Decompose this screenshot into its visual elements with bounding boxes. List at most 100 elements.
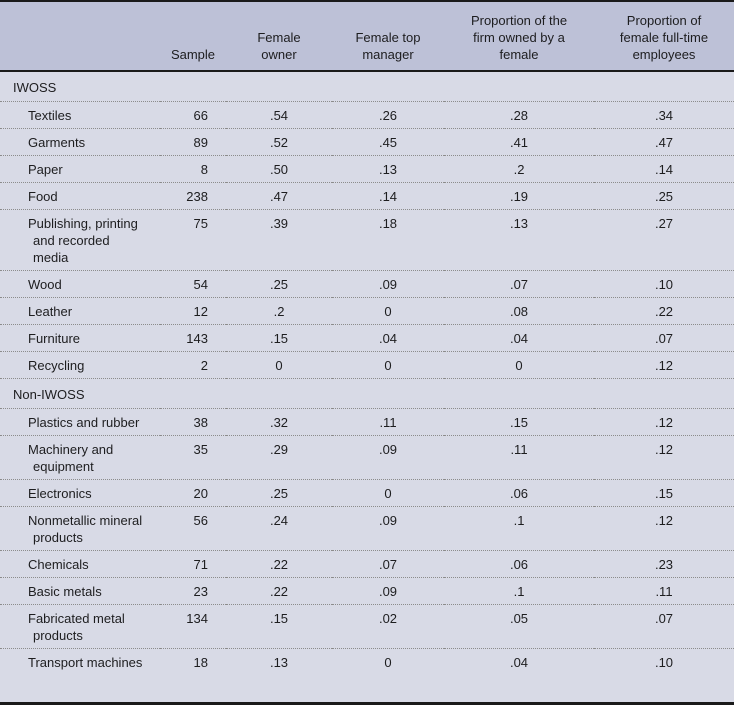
cell-garments-proportion-of-the-firm-owned-by-a-female: .41 [444, 128, 594, 156]
cell-electronics-proportion-of-female-full-time-employees: .15 [594, 479, 734, 507]
row-label: Fabricated metal products [28, 611, 125, 643]
row-label-cell: Fabricated metal products [0, 604, 160, 649]
table-row-wood: Wood 54.25.09.07.10 [0, 270, 734, 298]
cell-transport-machines-proportion-of-the-firm-owned-by-a-female: .04 [509, 655, 529, 670]
column-header-sample: Sample [160, 2, 226, 72]
cell-garments-female-owner: .52 [226, 128, 332, 156]
row-label-cell: Publishing, printing and recorded media [0, 209, 160, 271]
section-row-non-iwoss: Non-IWOSS [0, 378, 734, 409]
cell-paper-sample: 8 [160, 155, 226, 183]
cell-textiles-sample: 66 [160, 101, 226, 129]
female-participation-by-industry-table: Sample Female owner Female top manager Prop… [0, 2, 734, 675]
cell-transport-machines-sample: 18 [193, 655, 208, 670]
table-row-electronics: Electronics 20.25 0.06.15 [0, 479, 734, 507]
cell-furniture-female-owner: .15 [226, 324, 332, 352]
cell-electronics-sample: 20 [160, 479, 226, 507]
row-label: Paper [28, 162, 63, 177]
cell-food-sample: 238 [160, 182, 226, 210]
cell-publishing-printing-and-recorded-media-proportion-of-female-full-time-employees: .27 [594, 209, 734, 271]
row-label-cell: Transport machines [0, 649, 160, 676]
table-header-row: Sample Female owner Female top manager Prop… [0, 2, 734, 72]
cell-leather-sample: 12 [160, 297, 226, 325]
table-row-leather: Leather 12.2 0.08.22 [0, 297, 734, 325]
table-row-chemicals: Chemicals 71.22.07.06.23 [0, 550, 734, 578]
cell-plastics-and-rubber-female-top-manager: .11 [332, 408, 444, 436]
row-label: Chemicals [28, 557, 89, 572]
cell-basic-metals-female-top-manager: .09 [332, 577, 444, 605]
cell-fabricated-metal-products-sample: 134 [160, 604, 226, 649]
cell-publishing-printing-and-recorded-media-sample: 75 [160, 209, 226, 271]
cell-publishing-printing-and-recorded-media-female-owner: .39 [226, 209, 332, 271]
cell-furniture-proportion-of-the-firm-owned-by-a-female: .04 [444, 324, 594, 352]
column-header-text: Female owner [257, 30, 301, 62]
column-header-proportion-of-female-full-time-employees: Proportion of female full-time employees [594, 2, 734, 72]
cell-food-female-owner: .47 [226, 182, 332, 210]
row-label: Wood [28, 277, 62, 292]
cell-basic-metals-sample: 23 [160, 577, 226, 605]
row-label-cell: Garments [0, 128, 160, 156]
cell-publishing-printing-and-recorded-media-female-top-manager: .18 [332, 209, 444, 271]
cell-plastics-and-rubber-proportion-of-female-full-time-employees: .12 [594, 408, 734, 436]
row-label-cell: Nonmetallic mineral products [0, 506, 160, 551]
section-label: IWOSS [0, 71, 734, 102]
row-label: Food [28, 189, 58, 204]
cell-machinery-and-equipment-female-owner: .29 [226, 435, 332, 480]
cell-machinery-and-equipment-proportion-of-the-firm-owned-by-a-female: .11 [444, 435, 594, 480]
table-row-nonmetallic-mineral-products: Nonmetallic mineral products 56.24.09.1.1… [0, 506, 734, 551]
cell-recycling-female-owner: 0 [226, 351, 332, 379]
column-header-row-label [0, 2, 160, 72]
row-label-cell: Basic metals [0, 577, 160, 605]
cell-food-proportion-of-female-full-time-employees: .25 [594, 182, 734, 210]
row-label-cell: Chemicals [0, 550, 160, 578]
table-row-furniture: Furniture 143.15.04.04.07 [0, 324, 734, 352]
cell-wood-proportion-of-female-full-time-employees: .10 [594, 270, 734, 298]
cell-transport-machines-female-top-manager: 0 [384, 655, 392, 670]
cell-leather-proportion-of-the-firm-owned-by-a-female: .08 [444, 297, 594, 325]
table-header: Sample Female owner Female top manager Prop… [0, 2, 734, 72]
cell-garments-proportion-of-female-full-time-employees: .47 [594, 128, 734, 156]
cell-fabricated-metal-products-female-top-manager: .02 [332, 604, 444, 649]
cell-transport-machines-female-owner: .13 [269, 655, 289, 670]
cell-garments-sample: 89 [160, 128, 226, 156]
cell-nonmetallic-mineral-products-female-owner: .24 [226, 506, 332, 551]
cell-nonmetallic-mineral-products-female-top-manager: .09 [332, 506, 444, 551]
table-row-fabricated-metal-products: Fabricated metal products 134.15.02.05.07 [0, 604, 734, 649]
cell-fabricated-metal-products-proportion-of-the-firm-owned-by-a-female: .05 [444, 604, 594, 649]
column-header-female-top-manager: Female top manager [332, 2, 444, 72]
row-label: Electronics [28, 486, 92, 501]
cell-paper-female-top-manager: .13 [332, 155, 444, 183]
row-label-cell: Furniture [0, 324, 160, 352]
cell-paper-proportion-of-the-firm-owned-by-a-female: .2 [444, 155, 594, 183]
cell-leather-female-owner: .2 [226, 297, 332, 325]
cell-wood-female-owner: .25 [226, 270, 332, 298]
cell-furniture-proportion-of-female-full-time-employees: .07 [594, 324, 734, 352]
cell-fabricated-metal-products-female-owner: .15 [226, 604, 332, 649]
column-header-text: Proportion of female full-time employees [619, 13, 709, 62]
cell-food-female-top-manager: .14 [332, 182, 444, 210]
column-header-text: Female top manager [355, 30, 421, 62]
cell-wood-sample: 54 [160, 270, 226, 298]
table-row-recycling: Recycling 2 0 0 0.12 [0, 351, 734, 379]
column-header-female-owner: Female owner [226, 2, 332, 72]
cell-electronics-female-owner: .25 [226, 479, 332, 507]
table-row-publishing-printing-and-recorded-media: Publishing, printing and recorded media 7… [0, 209, 734, 271]
row-label-cell: Paper [0, 155, 160, 183]
row-label: Plastics and rubber [28, 415, 140, 430]
cell-furniture-sample: 143 [160, 324, 226, 352]
cell-publishing-printing-and-recorded-media-proportion-of-the-firm-owned-by-a-female: .13 [444, 209, 594, 271]
cell-machinery-and-equipment-female-top-manager: .09 [332, 435, 444, 480]
cell-recycling-female-top-manager: 0 [332, 351, 444, 379]
cell-textiles-proportion-of-female-full-time-employees: .34 [594, 101, 734, 129]
column-header-proportion-of-the-firm-owned-by-a-female: Proportion of the firm owned by a female [444, 2, 594, 72]
table-row-plastics-and-rubber: Plastics and rubber 38.32.11.15.12 [0, 408, 734, 436]
cell-recycling-proportion-of-the-firm-owned-by-a-female: 0 [444, 351, 594, 379]
row-label: Publishing, printing and recorded media [28, 216, 138, 265]
table-row-basic-metals: Basic metals 23.22.09.1.11 [0, 577, 734, 605]
cell-garments-female-top-manager: .45 [332, 128, 444, 156]
cell-chemicals-female-owner: .22 [226, 550, 332, 578]
cell-electronics-proportion-of-the-firm-owned-by-a-female: .06 [444, 479, 594, 507]
row-label-cell: Leather [0, 297, 160, 325]
section-row-iwoss: IWOSS [0, 71, 734, 102]
row-label-cell: Food [0, 182, 160, 210]
cell-leather-female-top-manager: 0 [332, 297, 444, 325]
